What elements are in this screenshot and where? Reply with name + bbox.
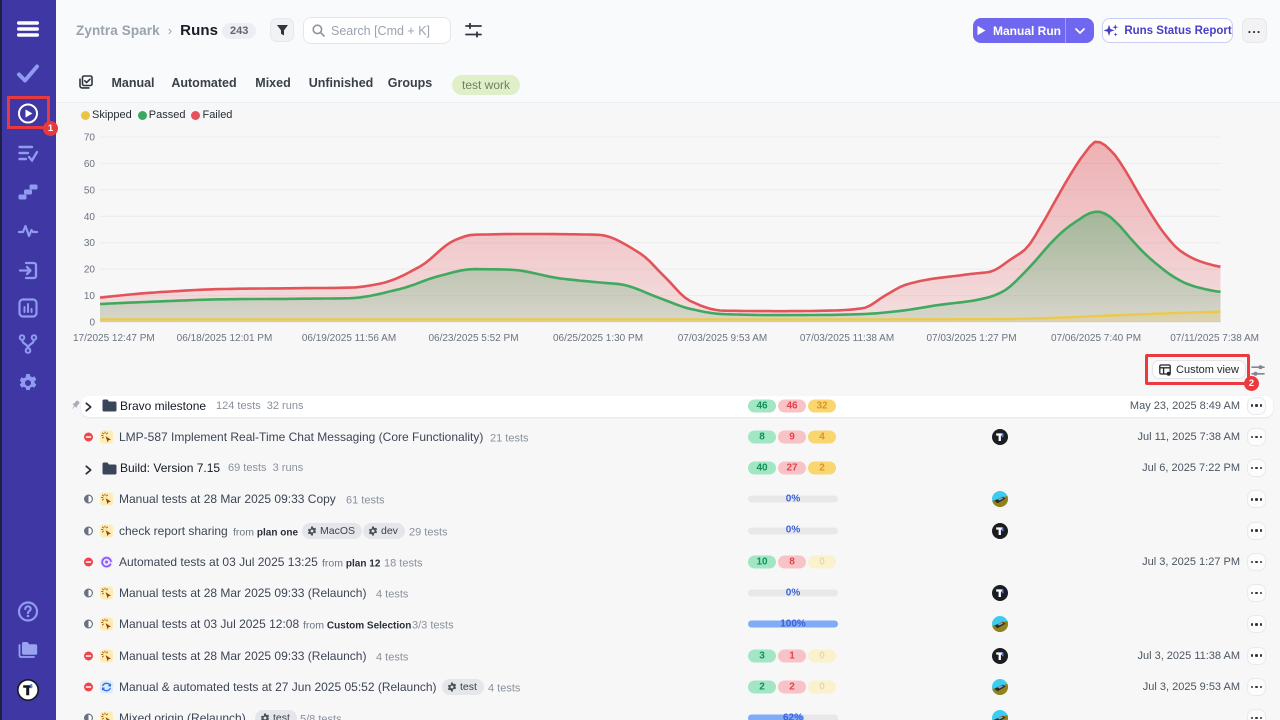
svg-text:60: 60: [84, 159, 96, 170]
svg-text:06/25/2025 1:30 PM: 06/25/2025 1:30 PM: [553, 333, 643, 344]
svg-text:06/23/2025 5:52 PM: 06/23/2025 5:52 PM: [428, 333, 518, 344]
svg-text:06/19/2025 11:56 AM: 06/19/2025 11:56 AM: [302, 333, 396, 344]
svg-text:17/2025 12:47 PM: 17/2025 12:47 PM: [73, 333, 155, 344]
svg-text:07/03/2025 1:27 PM: 07/03/2025 1:27 PM: [926, 333, 1016, 344]
svg-text:0: 0: [89, 318, 95, 329]
svg-text:07/11/2025 7:38 AM: 07/11/2025 7:38 AM: [1170, 333, 1259, 344]
svg-text:07/03/2025 11:38 AM: 07/03/2025 11:38 AM: [800, 333, 894, 344]
svg-text:10: 10: [84, 291, 96, 302]
svg-text:06/18/2025 12:01 PM: 06/18/2025 12:01 PM: [177, 333, 273, 344]
svg-text:20: 20: [84, 265, 96, 276]
svg-text:40: 40: [84, 212, 96, 223]
svg-text:07/03/2025 9:53 AM: 07/03/2025 9:53 AM: [678, 333, 768, 344]
svg-text:50: 50: [84, 185, 96, 196]
svg-text:30: 30: [84, 238, 96, 249]
svg-text:70: 70: [84, 133, 96, 144]
svg-text:07/06/2025 7:40 PM: 07/06/2025 7:40 PM: [1051, 333, 1141, 344]
